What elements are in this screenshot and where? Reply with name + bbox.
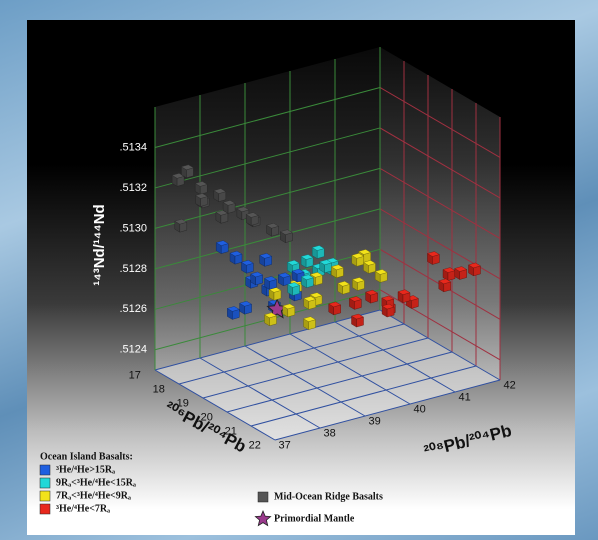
legend-swatch [40, 504, 50, 514]
y-tick-label: 40 [413, 404, 425, 416]
z-tick-label: .5128 [119, 263, 147, 275]
legend-label: 9Rₐ<³He/⁴He<15Rₐ [56, 477, 136, 488]
data-point [352, 314, 364, 327]
data-point [267, 223, 279, 236]
data-point [469, 263, 481, 276]
x-tick-label: 18 [153, 383, 165, 395]
legend-swatch [40, 478, 50, 488]
data-point [375, 269, 387, 282]
data-point [175, 219, 187, 232]
data-point [443, 268, 455, 281]
legend-swatch [40, 465, 50, 475]
y-tick-label: 41 [458, 392, 470, 404]
legend-swatch [255, 511, 270, 525]
data-point [349, 296, 361, 309]
data-point [301, 255, 313, 268]
legend-label: ³He/⁴He>15Rₐ [56, 464, 115, 475]
data-point [338, 281, 350, 294]
data-point [195, 181, 207, 194]
data-point [455, 267, 467, 280]
data-point [288, 282, 300, 295]
data-point [230, 251, 242, 264]
z-tick-label: .5134 [119, 141, 147, 153]
data-point [331, 265, 343, 278]
data-point [196, 193, 208, 206]
data-point [260, 253, 272, 266]
legend-title: Ocean Island Basalts: [40, 451, 133, 462]
page: .5124.5126.5128.5130.5132.51341718192021… [0, 0, 598, 540]
data-point [240, 301, 252, 314]
y-tick-label: 37 [278, 440, 290, 452]
data-point [382, 304, 394, 317]
data-point [320, 260, 332, 273]
z-tick-label: .5132 [119, 182, 147, 194]
data-point [251, 272, 263, 285]
x-tick-label: 22 [249, 439, 261, 451]
walls [155, 47, 500, 440]
y-tick-label: 39 [368, 416, 380, 428]
data-point [304, 296, 316, 309]
data-point [214, 189, 226, 202]
legend-label: ³He/⁴He<7Rₐ [56, 503, 110, 514]
data-point [223, 200, 235, 213]
legend-swatch [40, 491, 50, 501]
data-point [304, 317, 316, 330]
legend-label: Mid-Ocean Ridge Basalts [274, 491, 383, 502]
data-point [366, 290, 378, 303]
chart: .5124.5126.5128.5130.5132.51341718192021… [0, 0, 598, 540]
data-point [352, 278, 364, 291]
z-tick-label: .5126 [119, 303, 147, 315]
data-point [439, 279, 451, 292]
z-tick-label: .5124 [119, 344, 147, 356]
data-point [364, 260, 376, 273]
data-point [278, 273, 290, 286]
y-tick-label: 38 [323, 428, 335, 440]
x-tick-label: 17 [129, 369, 141, 381]
y-tick-label: 42 [503, 380, 515, 392]
data-point [265, 313, 277, 326]
z-axis-label: ¹⁴³Nd/¹⁴⁴Nd [91, 204, 108, 285]
z-tick-label: .5130 [119, 222, 147, 234]
data-point [181, 165, 193, 178]
data-point [283, 304, 295, 317]
data-point [227, 306, 239, 319]
data-point [398, 290, 410, 303]
data-point [216, 241, 228, 254]
data-point [269, 287, 281, 300]
y-axis-label: ²⁰⁸Pb/²⁰⁴Pb [422, 421, 514, 461]
data-point [352, 253, 364, 266]
data-point [241, 260, 253, 273]
data-point [280, 230, 292, 243]
legend-label: 7Rₐ<³He/⁴He<9Rₐ [56, 490, 131, 501]
data-point [265, 276, 277, 289]
legend-swatch [258, 492, 268, 502]
data-point [427, 252, 439, 265]
legend-label: Primordial Mantle [274, 513, 355, 524]
data-point [246, 212, 258, 225]
legend: ³He/⁴He>15Rₐ 9Rₐ<³He/⁴He<15Rₐ 7Rₐ<³He/⁴He<… [40, 464, 383, 525]
data-point [312, 246, 324, 259]
data-point [329, 302, 341, 315]
data-point [301, 275, 313, 288]
